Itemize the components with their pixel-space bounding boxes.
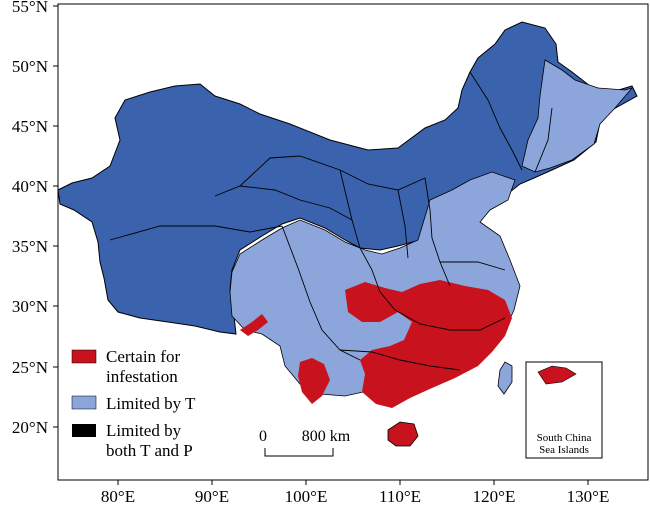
inset-label-line2: Sea Islands	[539, 444, 589, 456]
lon-label-100: 100°E	[285, 487, 328, 505]
y-axis	[53, 5, 58, 428]
inset-label-line1: South China	[537, 432, 592, 444]
lon-label-120: 120°E	[473, 487, 516, 505]
province-borders	[109, 71, 553, 371]
lat-label-55: 55°N	[12, 0, 48, 16]
legend-label-certain-line2: infestation	[106, 367, 178, 386]
legend-swatch-limited-tp	[72, 424, 96, 437]
lat-label-45: 45°N	[12, 117, 48, 136]
lat-label-50: 50°N	[12, 57, 48, 76]
region-certain-infestation-tibet-edge	[240, 314, 268, 336]
lon-label-80: 80°E	[101, 487, 135, 505]
scale-bar	[264, 448, 334, 457]
region-certain-infestation-yunnan	[298, 358, 330, 404]
region-limited-t-and-p-dark	[57, 21, 638, 335]
lon-label-130: 130°E	[567, 487, 610, 505]
lat-label-20: 20°N	[12, 418, 48, 437]
legend-label-certain-line1: Certain for	[106, 347, 180, 366]
lat-label-35: 35°N	[12, 237, 48, 256]
lat-label-40: 40°N	[12, 177, 48, 196]
legend-label-limited-tp-line2: both T and P	[106, 441, 193, 460]
lat-label-30: 30°N	[12, 297, 48, 316]
scale-bar-zero: 0	[259, 428, 267, 445]
legend-swatch-certain	[71, 349, 97, 364]
region-certain-infestation-hainan	[387, 421, 419, 447]
legend-label-limited-tp-line1: Limited by	[106, 421, 182, 440]
scale-bar-distance: 800 km	[302, 428, 351, 445]
lat-label-25: 25°N	[12, 358, 48, 377]
legend-swatch-limited-t	[71, 395, 97, 410]
legend-label-limited-t: Limited by T	[106, 394, 196, 413]
region-limited-t-northeast	[521, 59, 634, 173]
inset-coast	[537, 365, 577, 385]
region-certain-infestation-south	[345, 280, 512, 408]
lon-label-110: 110°E	[379, 487, 421, 505]
x-axis	[117, 480, 589, 485]
lon-label-90: 90°E	[195, 487, 229, 505]
region-certain-infestation-taiwan	[497, 361, 513, 395]
